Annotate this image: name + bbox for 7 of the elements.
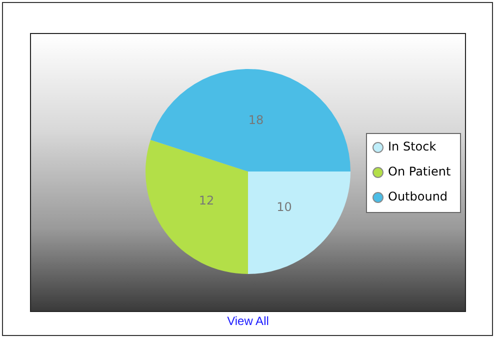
legend-label: Outbound — [388, 190, 448, 204]
legend-label: In Stock — [388, 140, 436, 154]
data-label: 18 — [248, 113, 264, 128]
data-label: 10 — [276, 200, 292, 214]
legend-label: On Patient — [388, 164, 451, 179]
data-label: 12 — [198, 194, 214, 208]
text: View All — [226, 314, 270, 328]
